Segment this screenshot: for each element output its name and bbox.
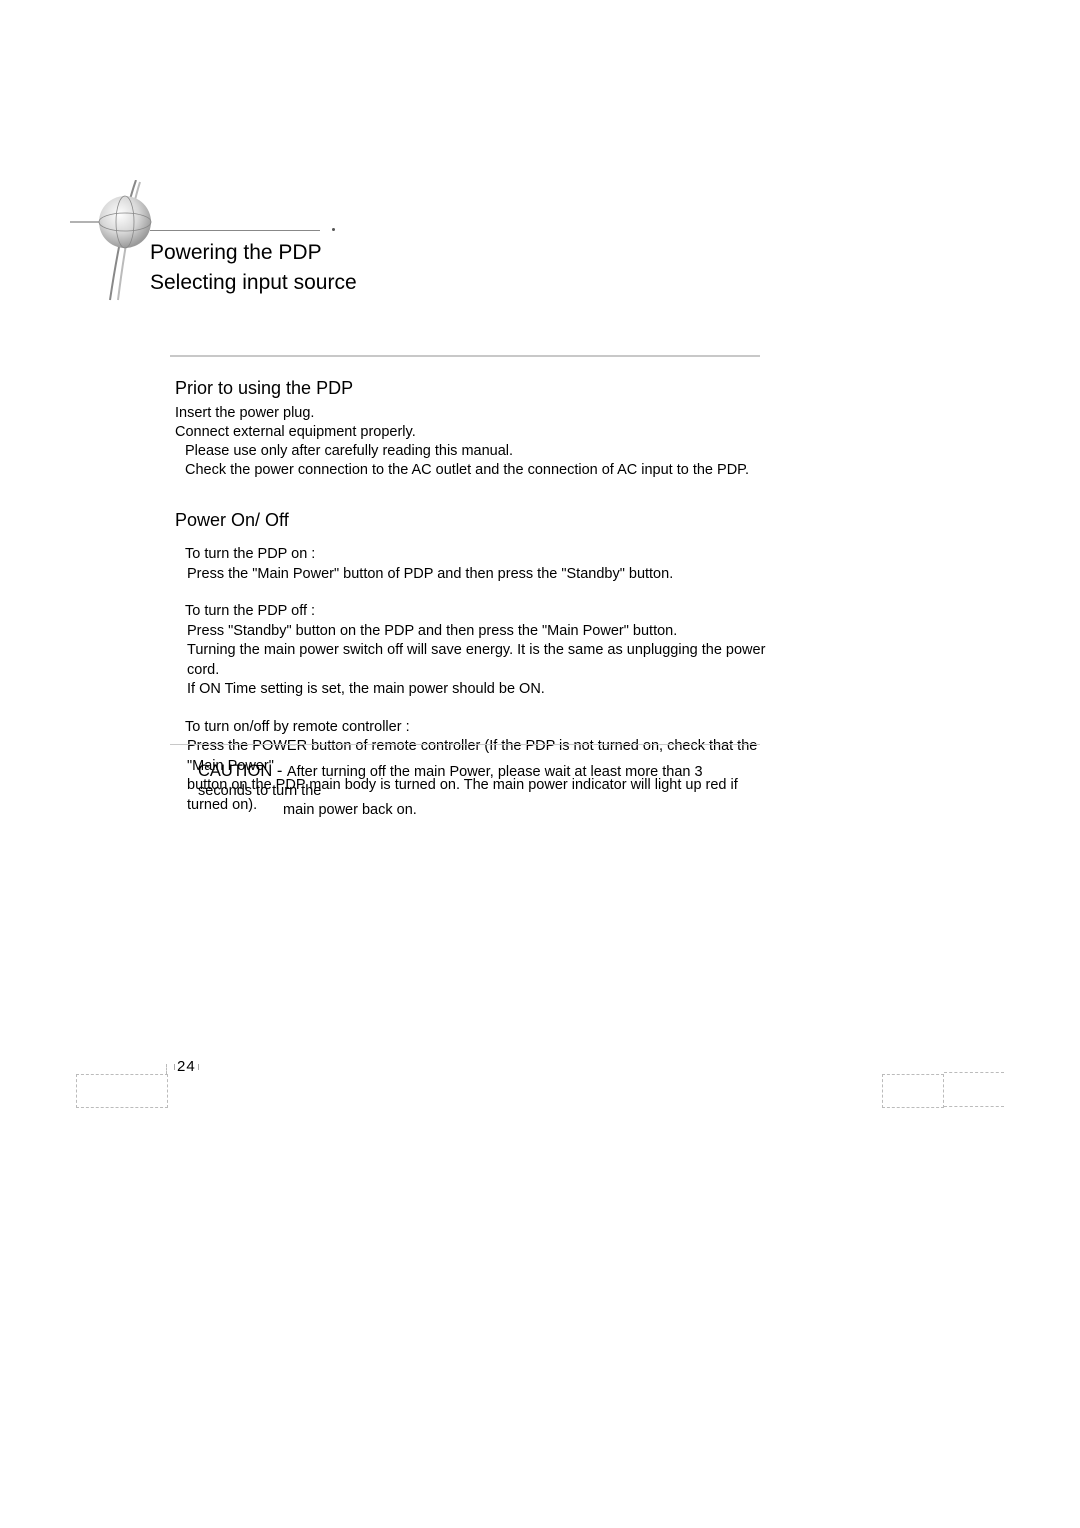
caution-block: CAUTION - After turning off the main Pow… [198,762,758,820]
para-on-body: Press the "Main Power" button of PDP and… [187,565,775,585]
caution-line2: main power back on. [283,801,758,820]
title-line-2: Selecting input source [150,268,357,298]
crop-mark-right-ext [944,1106,1004,1108]
page-number-value: 24 [177,1058,196,1075]
section-prior: Prior to using the PDP Insert the power … [175,378,775,480]
section-prior-line: Please use only after carefully reading … [185,442,775,461]
caution-label: CAUTION - [198,762,287,780]
section-prior-line: Insert the power plug. [175,404,775,423]
para-on-head: To turn the PDP on : [185,545,775,565]
section-power-heading: Power On/ Off [175,510,775,531]
crop-mark-left [76,1074,168,1108]
para-off-body: Turning the main power switch off will s… [187,641,775,680]
page-number: 24 [174,1058,199,1075]
page-title: Powering the PDP Selecting input source [150,238,357,298]
section-divider [170,744,760,745]
para-off-body: Press "Standby" button on the PDP and th… [187,622,775,642]
top-divider [170,355,760,357]
section-prior-heading: Prior to using the PDP [175,378,775,398]
title-dot [332,228,335,231]
para-off-head: To turn the PDP off : [185,602,775,622]
para-remote-head: To turn on/off by remote controller : [185,718,775,738]
para-on: To turn the PDP on : Press the "Main Pow… [175,545,775,584]
section-prior-line: Check the power connection to the AC out… [185,461,775,480]
crop-mark-right [882,1074,944,1108]
crop-mark-right-ext [944,1072,1004,1074]
title-rule [150,230,320,231]
para-off: To turn the PDP off : Press "Standby" bu… [175,602,775,700]
para-off-body: If ON Time setting is set, the main powe… [187,680,775,700]
crop-mark-left-connector [166,1064,168,1074]
section-prior-line: Connect external equipment properly. [175,423,775,442]
title-line-1: Powering the PDP [150,238,357,268]
caution-line1: CAUTION - After turning off the main Pow… [198,762,758,801]
